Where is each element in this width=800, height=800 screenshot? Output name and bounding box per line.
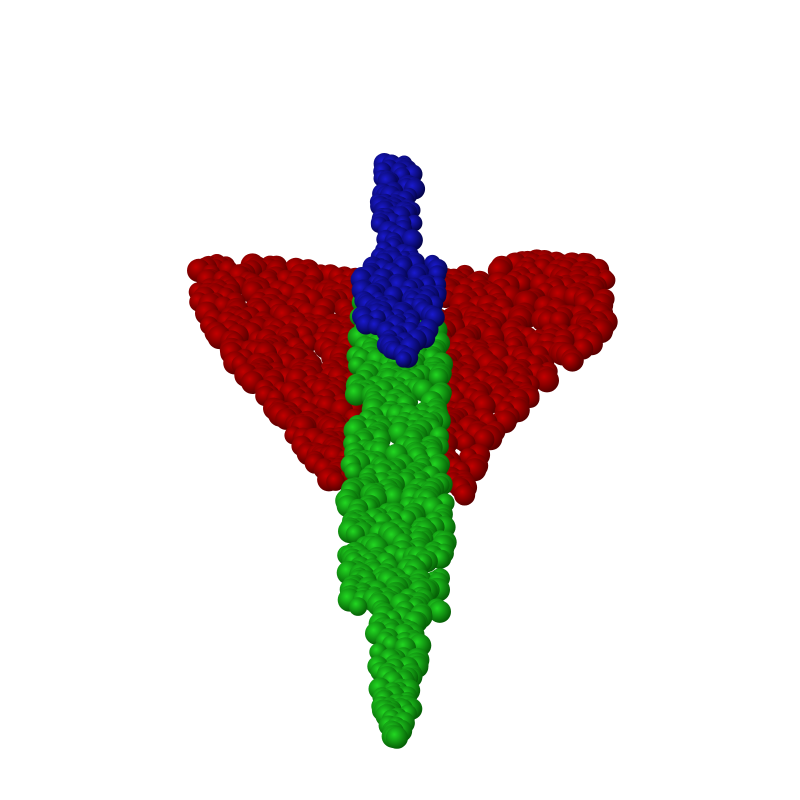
- fuselage-sphere: [428, 600, 451, 623]
- wings-sphere: [562, 352, 581, 372]
- fuselage-sphere: [344, 383, 368, 406]
- fuselage-sphere: [344, 462, 363, 481]
- tail-segment: [350, 153, 448, 368]
- fuselage-sphere: [348, 597, 368, 616]
- wings-sphere: [535, 368, 559, 393]
- wings-sphere: [454, 484, 476, 506]
- wings-sphere: [326, 472, 345, 491]
- tail-sphere: [395, 351, 412, 368]
- fuselage-sphere: [385, 726, 408, 749]
